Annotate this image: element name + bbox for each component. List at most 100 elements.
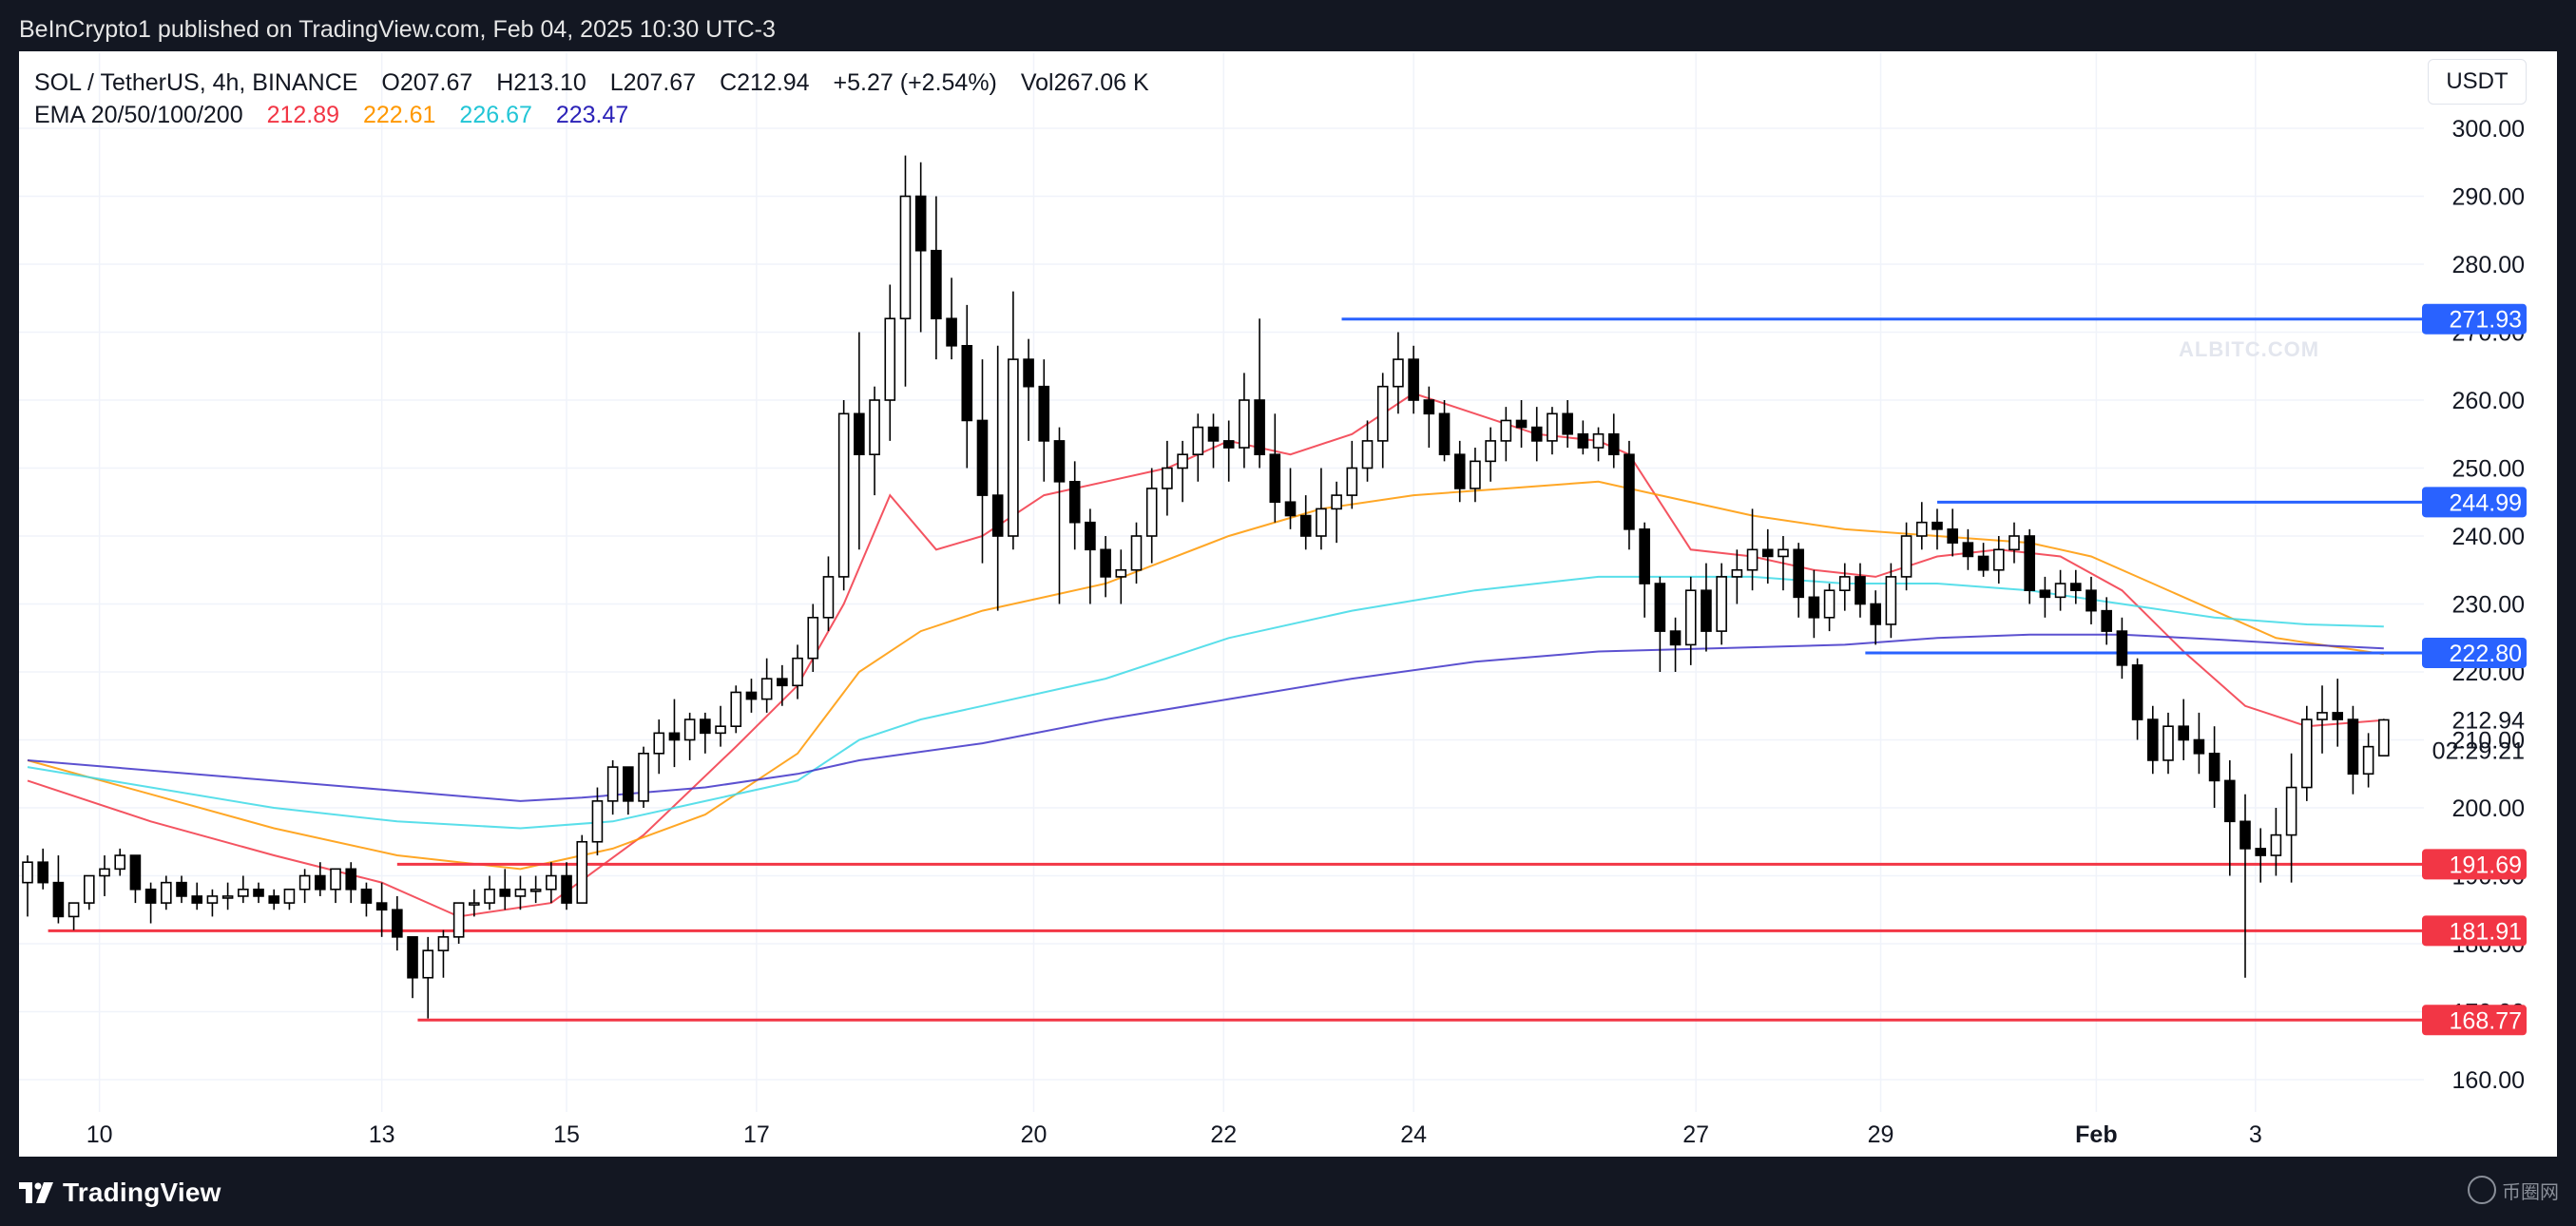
resistance-price-tag[interactable]: [2422, 487, 2527, 518]
candle-bearish[interactable]: [623, 766, 634, 802]
candle-bullish[interactable]: [760, 678, 773, 700]
candle-bullish[interactable]: [22, 861, 33, 884]
candle-bearish[interactable]: [1947, 528, 1958, 544]
candle-bullish[interactable]: [591, 800, 604, 843]
candle-bearish[interactable]: [1607, 432, 1620, 456]
candle-bullish[interactable]: [99, 868, 110, 877]
candle-bullish[interactable]: [869, 399, 880, 456]
candle-bullish[interactable]: [1346, 467, 1358, 496]
candle-bearish[interactable]: [2332, 712, 2343, 720]
candle-bearish[interactable]: [1284, 501, 1297, 517]
candle-bullish[interactable]: [2377, 718, 2390, 757]
support-price-tag[interactable]: [2422, 849, 2527, 880]
candle-bearish[interactable]: [268, 895, 280, 904]
candle-bullish[interactable]: [330, 868, 341, 891]
candle-bullish[interactable]: [1331, 494, 1342, 510]
candle-bearish[interactable]: [561, 874, 572, 904]
candle-bullish[interactable]: [1716, 576, 1727, 632]
candle-bullish[interactable]: [1592, 432, 1605, 449]
candle-bullish[interactable]: [1162, 467, 1173, 489]
support-price-tag[interactable]: [2422, 915, 2527, 947]
candle-bullish[interactable]: [1885, 576, 1897, 625]
candle-bearish[interactable]: [2146, 718, 2159, 761]
candle-bullish[interactable]: [1915, 521, 1928, 537]
candle-bearish[interactable]: [1038, 385, 1050, 442]
candle-bullish[interactable]: [1393, 358, 1404, 388]
candle-bullish[interactable]: [2362, 745, 2374, 776]
candle-bullish[interactable]: [238, 888, 249, 897]
candle-bearish[interactable]: [976, 419, 989, 496]
candle-bearish[interactable]: [1269, 453, 1281, 504]
candle-bearish[interactable]: [2208, 752, 2220, 782]
candle-bearish[interactable]: [1977, 555, 1990, 571]
candle-bullish[interactable]: [221, 895, 234, 899]
candle-bullish[interactable]: [298, 874, 311, 891]
candle-bullish[interactable]: [1992, 548, 2005, 571]
candle-bullish[interactable]: [1145, 488, 1158, 537]
candle-bearish[interactable]: [1530, 426, 1543, 442]
candle-bearish[interactable]: [2039, 589, 2051, 599]
candle-bearish[interactable]: [991, 494, 1004, 537]
candle-bullish[interactable]: [715, 725, 726, 735]
candle-bearish[interactable]: [253, 888, 264, 897]
candle-bullish[interactable]: [2285, 786, 2297, 836]
candle-bearish[interactable]: [1669, 630, 1682, 646]
candle-bullish[interactable]: [1500, 419, 1512, 442]
candle-bearish[interactable]: [2347, 718, 2359, 776]
candle-bearish[interactable]: [176, 881, 187, 897]
candle-bullish[interactable]: [1361, 440, 1374, 469]
candle-bearish[interactable]: [914, 195, 927, 252]
candle-bullish[interactable]: [2270, 833, 2282, 856]
candle-bearish[interactable]: [1808, 596, 1820, 619]
candle-bearish[interactable]: [129, 854, 142, 891]
tradingview-logo[interactable]: TradingView: [19, 1174, 221, 1212]
candle-bullish[interactable]: [2300, 718, 2313, 789]
candle-bearish[interactable]: [854, 412, 865, 455]
candle-bearish[interactable]: [191, 895, 203, 904]
candle-bearish[interactable]: [1207, 426, 1220, 442]
candle-bearish[interactable]: [37, 861, 49, 884]
candle-bullish[interactable]: [1731, 568, 1743, 578]
candle-bearish[interactable]: [1962, 542, 1974, 558]
candle-bullish[interactable]: [606, 766, 619, 802]
candle-bullish[interactable]: [1192, 426, 1204, 456]
currency-selector[interactable]: USDT: [2428, 59, 2527, 105]
candle-bullish[interactable]: [1470, 460, 1481, 489]
candle-bearish[interactable]: [1639, 528, 1650, 584]
candle-bearish[interactable]: [2255, 848, 2266, 856]
candle-bullish[interactable]: [653, 732, 665, 755]
candle-bearish[interactable]: [144, 888, 157, 904]
candle-bearish[interactable]: [1023, 358, 1034, 388]
candle-bearish[interactable]: [1085, 521, 1096, 551]
candle-bearish[interactable]: [1299, 514, 1312, 537]
candle-bullish[interactable]: [1008, 358, 1019, 537]
legend-symbol[interactable]: SOL / TetherUS, 4h, BINANCE: [34, 69, 358, 96]
candle-bearish[interactable]: [1654, 583, 1666, 632]
candle-bullish[interactable]: [822, 576, 835, 619]
candle-bearish[interactable]: [2086, 589, 2097, 612]
candle-bearish[interactable]: [499, 888, 511, 897]
candle-bullish[interactable]: [1130, 535, 1143, 571]
candle-bullish[interactable]: [2163, 725, 2174, 761]
candle-bullish[interactable]: [837, 412, 850, 578]
candle-bearish[interactable]: [2024, 535, 2035, 592]
candle-bearish[interactable]: [1624, 453, 1635, 530]
candle-bearish[interactable]: [2240, 820, 2251, 850]
candle-bullish[interactable]: [1684, 589, 1697, 646]
candle-bullish[interactable]: [1316, 508, 1327, 537]
candle-bearish[interactable]: [2178, 725, 2189, 741]
candle-bearish[interactable]: [1100, 548, 1111, 578]
resistance-price-tag[interactable]: [2422, 637, 2527, 668]
candle-bearish[interactable]: [777, 678, 788, 687]
candle-bearish[interactable]: [1053, 440, 1066, 483]
candle-bearish[interactable]: [2116, 630, 2128, 666]
legend-ema-label[interactable]: EMA 20/50/100/200: [34, 102, 243, 128]
candle-bearish[interactable]: [407, 936, 418, 979]
resistance-price-tag[interactable]: [2422, 303, 2527, 335]
candle-bearish[interactable]: [2131, 664, 2143, 720]
candle-bearish[interactable]: [1932, 521, 1943, 530]
candle-bearish[interactable]: [1701, 589, 1712, 632]
candle-bullish[interactable]: [683, 718, 696, 741]
candle-bearish[interactable]: [1222, 440, 1235, 449]
